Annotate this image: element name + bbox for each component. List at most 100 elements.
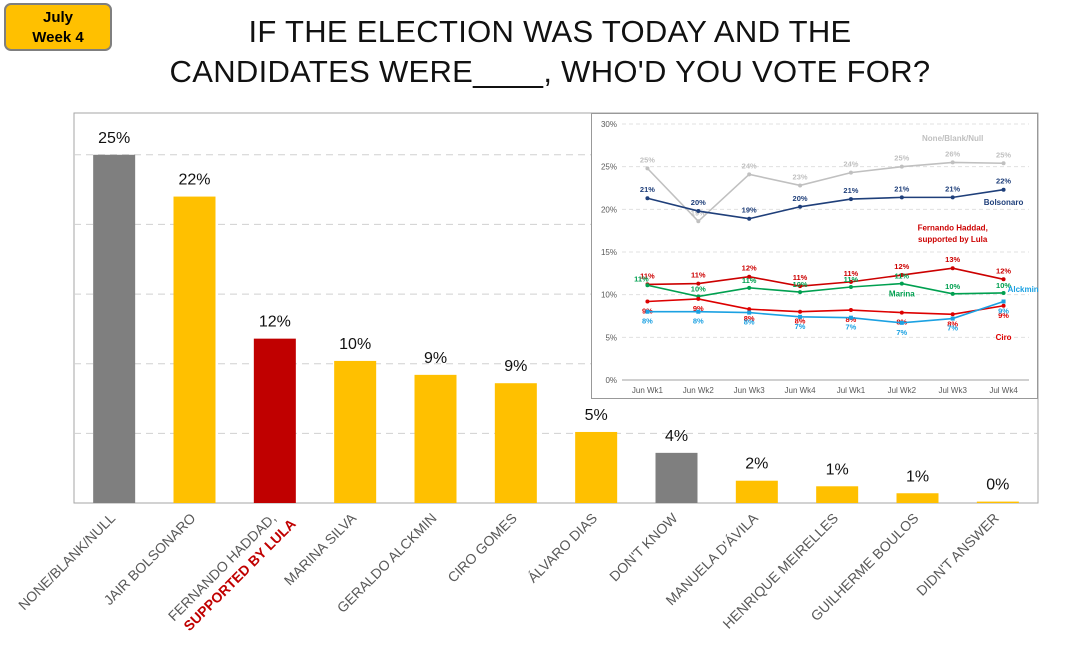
inset-point bbox=[848, 197, 853, 202]
inset-series-name: supported by Lula bbox=[918, 235, 988, 244]
bar-value-label: 4% bbox=[665, 428, 688, 445]
inset-data-label: 8% bbox=[744, 314, 755, 323]
inset-data-label: 8% bbox=[795, 317, 806, 326]
category-label-line: DON'T KNOW bbox=[606, 509, 681, 584]
inset-data-label: 21% bbox=[640, 185, 655, 194]
inset-data-label: 25% bbox=[996, 150, 1011, 159]
bar-value-label: 12% bbox=[259, 314, 291, 331]
inset-point bbox=[848, 170, 853, 175]
inset-point bbox=[798, 309, 803, 314]
inset-x-tick: Jun Wk1 bbox=[632, 386, 664, 395]
bar bbox=[334, 360, 377, 503]
inset-x-tick: Jul Wk4 bbox=[989, 386, 1018, 395]
inset-data-label: 7% bbox=[795, 322, 806, 331]
inset-point bbox=[950, 312, 955, 317]
trend-inset: 0% 5% 10% 15% 20% 25% 30% Jun Wk1 Jun Wk2 Jun Wk3… bbox=[591, 113, 1039, 399]
inset-y-tick: 5% bbox=[605, 333, 617, 342]
inset-point bbox=[645, 299, 650, 304]
inset-data-label: 11% bbox=[895, 272, 910, 281]
inset-point bbox=[798, 204, 803, 209]
inset-x-tick: Jun Wk4 bbox=[785, 386, 817, 395]
category-label: DIDN'T ANSWER bbox=[913, 510, 1002, 599]
inset-series-line bbox=[646, 161, 1004, 223]
inset-data-label: 8% bbox=[947, 319, 958, 328]
bar bbox=[93, 154, 136, 504]
inset-point bbox=[645, 196, 650, 201]
plot-frame bbox=[73, 112, 1039, 504]
inset-point bbox=[747, 274, 752, 279]
inset-data-label: 8% bbox=[693, 317, 704, 326]
badge-month: July bbox=[42, 9, 73, 26]
inset-point bbox=[645, 166, 650, 171]
category-label: DON'T KNOW bbox=[606, 509, 681, 584]
inset-x-tick: Jun Wk3 bbox=[734, 386, 766, 395]
inset-data-label: 21% bbox=[843, 186, 858, 195]
inset-data-label: 12% bbox=[894, 262, 909, 271]
inset-data-label: 10% bbox=[945, 282, 960, 291]
inset-point bbox=[696, 296, 701, 301]
inset-data-label: 13% bbox=[945, 255, 960, 264]
inset-series-line bbox=[647, 300, 1004, 324]
inset-x-tick: Jul Wk3 bbox=[938, 386, 967, 395]
inset-point bbox=[1001, 303, 1006, 308]
inset-y-tick: 10% bbox=[601, 291, 617, 300]
inset-point bbox=[798, 183, 803, 188]
inset-data-label: 12% bbox=[996, 266, 1011, 275]
inset-point bbox=[696, 219, 701, 224]
inset-point bbox=[848, 279, 853, 284]
inset-y-tick: 30% bbox=[601, 120, 617, 129]
inset-point bbox=[696, 209, 701, 214]
inset-point bbox=[747, 307, 752, 312]
inset-point bbox=[899, 320, 904, 325]
inset-series-line bbox=[647, 188, 1004, 220]
badge-week: Week 4 bbox=[32, 29, 84, 46]
category-label-line: ÁLVARO DIAS bbox=[524, 510, 600, 586]
inset-series-name: Fernando Haddad, bbox=[918, 224, 988, 233]
inset-data-label: 24% bbox=[742, 161, 757, 170]
bar-value-label: 1% bbox=[826, 461, 849, 478]
inset-data-label: 23% bbox=[793, 172, 808, 181]
bar-value-label: 9% bbox=[504, 358, 527, 375]
inset-data-label: 24% bbox=[843, 160, 858, 169]
bar-value-label: 9% bbox=[424, 350, 447, 367]
bar-value-label: 2% bbox=[745, 456, 768, 473]
bar bbox=[253, 338, 296, 503]
inset-point bbox=[1001, 161, 1006, 166]
inset-data-label: 11% bbox=[634, 274, 649, 283]
inset-x-tick: Jun Wk2 bbox=[683, 386, 715, 395]
bar-value-label: 25% bbox=[98, 130, 130, 147]
inset-data-label: 11% bbox=[691, 271, 706, 280]
bar-value-label: 0% bbox=[986, 477, 1009, 494]
inset-data-label: 7% bbox=[947, 324, 958, 333]
inset-point bbox=[798, 290, 803, 295]
inset-y-tick: 20% bbox=[601, 205, 617, 214]
inset-data-label: 9% bbox=[998, 306, 1009, 315]
inset-data-label: 10% bbox=[996, 281, 1011, 290]
inset-data-label: 11% bbox=[844, 269, 859, 278]
inset-data-label: 7% bbox=[896, 328, 907, 337]
inset-series-name: Bolsonaro bbox=[984, 198, 1024, 207]
inset-point bbox=[696, 309, 701, 314]
inset-point bbox=[798, 314, 803, 319]
category-label: ÁLVARO DIAS bbox=[524, 510, 600, 586]
bar bbox=[173, 196, 216, 504]
inset-series-line bbox=[647, 267, 1004, 287]
inset-data-label: 11% bbox=[640, 271, 655, 280]
bar bbox=[414, 374, 457, 503]
inset-point bbox=[1001, 187, 1006, 192]
inset-point bbox=[747, 310, 752, 315]
inset-point bbox=[899, 164, 904, 169]
trend-line-chart: 0% 5% 10% 15% 20% 25% 30% Jun Wk1 Jun Wk2 Jun Wk3… bbox=[601, 120, 1039, 395]
inset-data-label: 7% bbox=[846, 323, 857, 332]
inset-point bbox=[848, 315, 853, 320]
inset-data-label: 11% bbox=[793, 273, 808, 282]
inset-point bbox=[950, 160, 955, 165]
bar-value-label: 22% bbox=[178, 172, 210, 189]
bar-value-label: 1% bbox=[906, 468, 929, 485]
inset-point bbox=[950, 195, 955, 200]
inset-data-label: 11% bbox=[742, 276, 757, 285]
inset-data-label: 22% bbox=[996, 177, 1011, 186]
inset-series-line bbox=[647, 282, 1004, 298]
inset-point bbox=[645, 283, 650, 288]
inset-point bbox=[747, 285, 752, 290]
